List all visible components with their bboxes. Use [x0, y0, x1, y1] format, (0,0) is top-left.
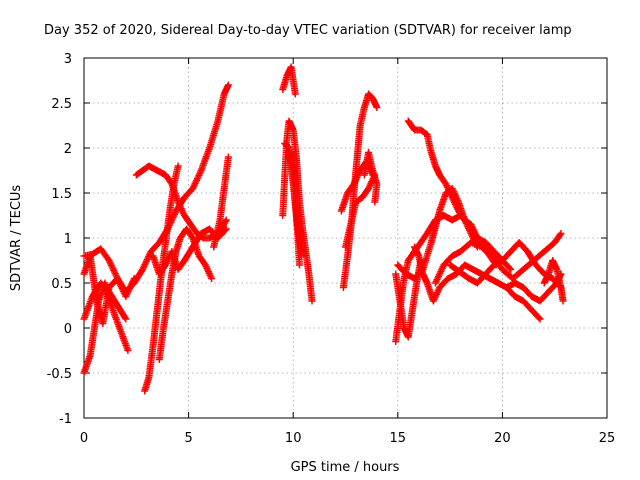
series-arc-q [360, 149, 381, 206]
series-arc-i [210, 153, 232, 251]
data-point-markers [540, 257, 567, 305]
x-tick-label: 0 [80, 431, 88, 446]
y-tick-label: -0.5 [47, 367, 72, 382]
data-point-markers [360, 149, 381, 206]
series-arc-h [155, 225, 216, 363]
y-tick-label: 0.5 [51, 277, 72, 292]
data-point-markers [394, 185, 481, 282]
data-point-markers [279, 63, 299, 98]
data-point-markers [279, 117, 316, 305]
x-tick-label: 5 [184, 431, 192, 446]
series-arc-d [80, 279, 130, 323]
x-tick-label: 20 [494, 431, 511, 446]
y-tick-label: 3 [64, 52, 72, 67]
data-point-markers [503, 284, 544, 323]
series-arc-p [342, 171, 379, 251]
series-arc-k [279, 117, 316, 305]
y-axis-label: SDTVAR / TECUs [9, 185, 24, 292]
x-tick-label: 25 [599, 431, 616, 446]
data-point-markers [155, 225, 216, 363]
chart-title: Day 352 of 2020, Sidereal Day-to-day VTE… [44, 23, 572, 38]
y-tick-label: 1.5 [51, 187, 72, 202]
data-point-markers [210, 153, 232, 251]
y-tick-label: 2.5 [51, 97, 72, 112]
data-point-markers [342, 171, 379, 251]
data-series [80, 63, 567, 395]
axis-ticks: 0 5 10 15 20 25 -1 -0.5 0 0.5 1 1.5 2 2.5 3 [47, 52, 616, 446]
series-arc-m [287, 149, 303, 269]
series-arc-j [279, 63, 299, 98]
x-tick-label: 10 [285, 431, 302, 446]
x-axis-label: GPS time / hours [291, 460, 400, 475]
x-tick-label: 15 [390, 431, 407, 446]
series-arc-y [503, 284, 544, 323]
data-point-markers [80, 279, 130, 323]
data-point-markers [80, 81, 232, 296]
y-tick-label: 1 [64, 232, 72, 247]
y-tick-label: 0 [64, 322, 72, 337]
series-arc-c [80, 81, 232, 296]
series-arc-z [540, 257, 567, 305]
data-point-markers [287, 149, 303, 269]
y-tick-label: -1 [59, 412, 72, 427]
series-arc-u [394, 185, 481, 282]
y-tick-label: 2 [64, 142, 72, 157]
